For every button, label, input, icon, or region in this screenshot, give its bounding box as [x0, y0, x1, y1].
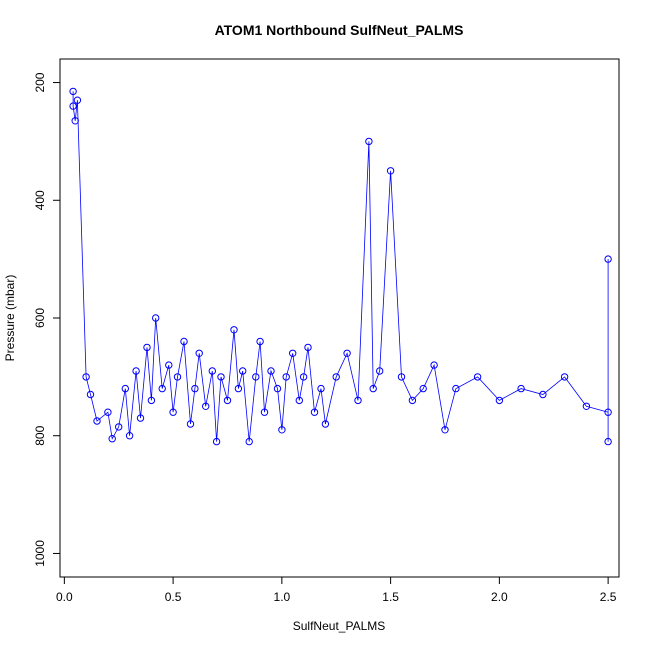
data-point — [239, 367, 247, 375]
data-point — [186, 420, 195, 428]
data-point — [245, 437, 253, 446]
data-point — [582, 402, 591, 410]
data-point — [173, 373, 182, 381]
data-point — [93, 417, 101, 425]
x-tick-label: 0.0 — [56, 590, 73, 604]
data-point — [278, 426, 286, 434]
x-tick-label: 2.0 — [491, 590, 508, 604]
data-point — [230, 326, 238, 334]
data-point — [69, 102, 77, 110]
data-point — [208, 367, 217, 375]
data-point — [267, 367, 275, 375]
data-point — [295, 396, 303, 405]
data-point — [441, 426, 449, 434]
data-point — [86, 390, 95, 399]
data-point — [560, 373, 569, 381]
data-point — [143, 343, 151, 352]
data-point — [212, 437, 221, 446]
plot-frame — [59, 58, 620, 578]
data-point — [343, 349, 351, 357]
data-point — [217, 373, 225, 381]
data-point — [202, 402, 210, 410]
data-point — [452, 384, 460, 393]
y-axis-label: Pressure (mbar) — [3, 275, 17, 362]
data-point — [604, 408, 612, 416]
data-point — [223, 396, 232, 405]
data-point — [104, 408, 112, 416]
y-tick-label: 800 — [33, 425, 47, 445]
data-point — [195, 349, 203, 357]
y-tick-label: 200 — [33, 72, 47, 92]
x-axis: 0.0 0.5 1.0 1.5 2.0 2.5 — [56, 576, 617, 604]
plot-region — [69, 87, 612, 446]
data-point — [517, 384, 525, 393]
data-point — [136, 414, 145, 422]
data-point — [376, 367, 384, 375]
data-point — [604, 437, 612, 446]
data-point — [354, 396, 362, 405]
data-point — [169, 408, 177, 416]
data-point — [132, 367, 140, 375]
data-point — [125, 432, 134, 440]
data-point — [191, 384, 199, 393]
data-point — [82, 373, 90, 381]
data-point — [365, 137, 373, 146]
series-line — [72, 91, 609, 442]
data-point — [260, 408, 269, 416]
data-point — [121, 384, 130, 393]
data-point — [115, 423, 123, 431]
data-point — [473, 373, 482, 381]
data-point — [408, 396, 417, 405]
data-point — [321, 420, 330, 428]
data-point — [273, 384, 282, 393]
data-point — [495, 396, 504, 405]
data-point — [282, 373, 290, 381]
x-tick-label: 1.0 — [274, 590, 291, 604]
data-point — [386, 167, 395, 175]
data-point — [299, 373, 308, 381]
data-point — [539, 390, 547, 399]
data-point — [158, 384, 166, 393]
data-point — [252, 373, 260, 381]
data-point — [369, 384, 377, 393]
data-point — [430, 361, 438, 369]
data-point — [310, 408, 319, 416]
y-tick-label: 1000 — [33, 540, 47, 567]
data-point — [69, 87, 77, 96]
chart-title: ATOM1 Northbound SulfNeut_PALMS — [215, 22, 464, 38]
data-point — [73, 96, 82, 104]
data-point — [180, 337, 188, 346]
y-tick-label: 600 — [33, 308, 47, 328]
data-point — [147, 396, 156, 405]
data-point — [317, 384, 325, 393]
data-point — [604, 255, 612, 263]
x-tick-label: 1.5 — [382, 590, 399, 604]
data-point — [165, 361, 173, 369]
x-axis-label: SulfNeut_PALMS — [293, 619, 386, 633]
data-point — [289, 349, 297, 357]
data-point — [304, 343, 312, 352]
data-point — [108, 435, 116, 443]
x-tick-label: 2.5 — [600, 590, 617, 604]
data-point — [256, 337, 264, 346]
y-axis: 200 400 600 800 1000 — [33, 72, 61, 567]
data-point — [332, 373, 340, 381]
y-tick-label: 400 — [33, 190, 47, 210]
data-point — [71, 117, 79, 125]
data-point — [152, 314, 160, 322]
data-point — [419, 384, 427, 393]
data-point — [397, 373, 406, 381]
data-point — [234, 384, 243, 393]
x-tick-label: 0.5 — [165, 590, 182, 604]
